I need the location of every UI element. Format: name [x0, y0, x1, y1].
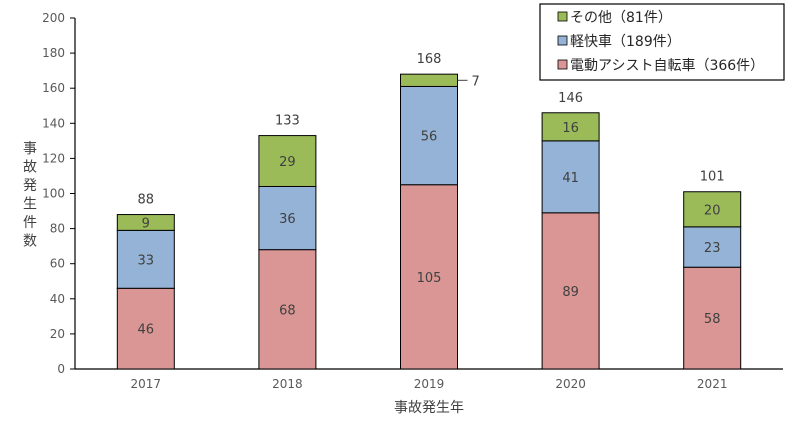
bar-total-label: 133: [275, 114, 300, 129]
y-tick-label: 140: [42, 116, 65, 130]
bar-segment: [400, 73, 458, 87]
x-axis-title: 事故発生年: [394, 400, 464, 416]
bar-value-label: 58: [704, 312, 721, 327]
y-tick-label: 100: [42, 187, 65, 201]
y-tick-label: 60: [50, 257, 65, 271]
bar-value-label: 9: [142, 216, 150, 231]
bar-segment: [116, 214, 175, 231]
bar-total-label: 88: [138, 193, 155, 208]
y-tick-label: 200: [42, 11, 65, 25]
bar-value-label: 7: [472, 74, 480, 89]
y-tick-label: 80: [50, 222, 65, 236]
bar-value-label: 105: [417, 271, 442, 286]
bar-segment: [258, 185, 317, 251]
bar-segment: [258, 249, 317, 370]
bar-value-label: 33: [138, 253, 155, 268]
bar-value-label: 16: [562, 121, 579, 136]
legend-label: 軽快車（189件）: [570, 33, 681, 50]
y-tick-label: 0: [57, 362, 65, 376]
bar-value-label: 89: [562, 285, 579, 300]
legend-box: [539, 3, 785, 81]
x-tick-label: 2020: [555, 377, 586, 391]
bar-total-label: 101: [700, 170, 725, 185]
bar-segment: [541, 212, 600, 370]
bar-value-label: 36: [279, 212, 296, 227]
bar-value-label: 46: [138, 323, 155, 338]
bar-value-label: 20: [704, 203, 721, 218]
bar-value-label: 23: [704, 241, 721, 256]
bar-segment: [541, 112, 600, 142]
bar-value-label: 29: [279, 155, 296, 170]
bar-segment: [541, 140, 600, 214]
bar-segment: [116, 287, 175, 370]
bar-value-label: 56: [421, 130, 438, 145]
legend-swatch: [557, 59, 568, 70]
bar-segment: [683, 191, 742, 228]
y-tick-label: 120: [42, 151, 65, 165]
legend-swatch: [557, 11, 568, 22]
bar-total-label: 146: [558, 91, 583, 106]
bar-segment: [116, 229, 175, 289]
bar-segment: [400, 184, 458, 370]
x-tick-label: 2017: [131, 377, 162, 391]
legend-label: 電動アシスト自転車（366件）: [570, 57, 764, 74]
legend-label: その他（81件）: [570, 10, 672, 26]
y-tick-label: 40: [50, 292, 65, 306]
legend-swatch: [557, 35, 568, 46]
y-tick-label: 180: [42, 46, 65, 60]
x-tick-label: 2019: [414, 377, 445, 391]
x-tick-label: 2018: [272, 377, 303, 391]
y-axis-title: 事故発生件数: [23, 141, 37, 250]
bar-value-label: 41: [562, 171, 579, 186]
y-tick-label: 20: [50, 327, 65, 341]
bar-value-label: 68: [279, 303, 296, 318]
bar-segment: [683, 226, 742, 268]
x-tick-label: 2021: [697, 377, 728, 391]
y-tick-label: 160: [42, 81, 65, 95]
bar-total-label: 168: [417, 52, 442, 67]
bar-segment: [258, 135, 317, 187]
